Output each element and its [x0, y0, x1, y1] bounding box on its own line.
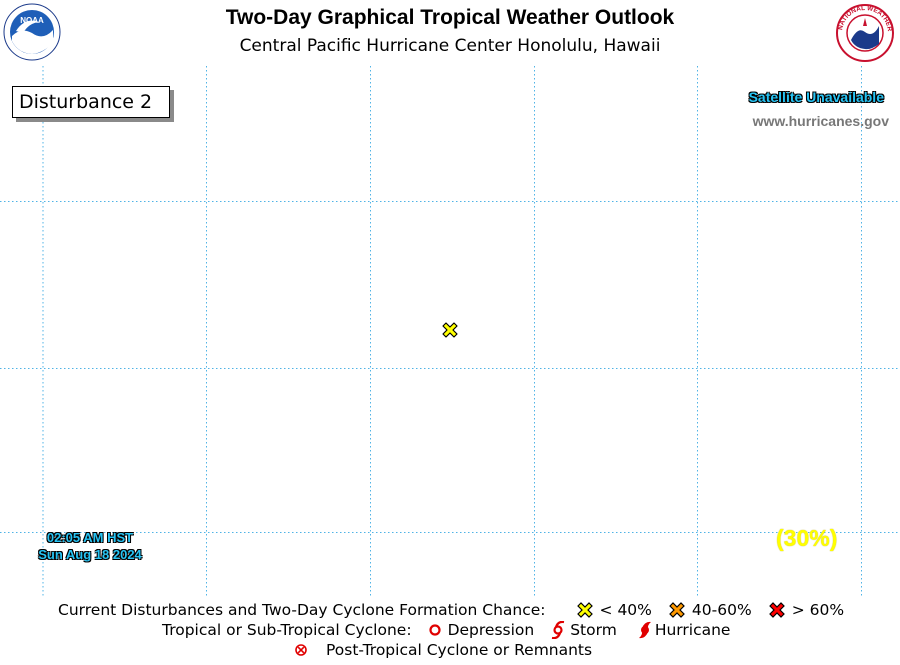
legend-disturbances-label: Current Disturbances and Two-Day Cyclone… [58, 601, 546, 619]
legend-row-post-tropical: Post-Tropical Cyclone or Remnants [294, 641, 592, 659]
timestamp: 02:05 AM HST Sun Aug 18 2024 [20, 529, 160, 563]
page-title: Two-Day Graphical Tropical Weather Outlo… [225, 6, 675, 29]
timestamp-date: Sun Aug 18 2024 [38, 547, 142, 562]
x-low-icon [576, 602, 593, 618]
legend-high-label: > 60% [791, 601, 845, 619]
depression-icon [428, 624, 441, 636]
page-subtitle: Central Pacific Hurricane Center Honolul… [239, 36, 661, 56]
timestamp-time: 02:05 AM HST [46, 530, 134, 545]
map-grid [0, 66, 900, 598]
legend-storm-label: Storm [570, 621, 617, 639]
disturbance-marker [442, 322, 458, 338]
hurricane-icon [638, 621, 651, 639]
x-medium-icon [669, 602, 685, 618]
legend-medium-label: 40-60% [691, 601, 752, 619]
legend-depression-label: Depression [447, 621, 535, 639]
x-high-icon [768, 602, 785, 618]
formation-chance: (30%) [776, 525, 838, 551]
legend-row-disturbances: Current Disturbances and Two-Day Cyclone… [58, 601, 844, 619]
noaa-logo: NOAA [3, 3, 61, 61]
outlook-map [0, 62, 900, 598]
website-link[interactable]: www.hurricanes.gov [752, 113, 889, 129]
legend-post-tropical-label: Post-Tropical Cyclone or Remnants [326, 641, 593, 659]
legend-low-label: < 40% [599, 601, 652, 619]
nws-logo: NATIONAL WEATHER SERVICE [834, 0, 894, 62]
legend: Current Disturbances and Two-Day Cyclone… [0, 598, 900, 665]
legend-hurricane-label: Hurricane [654, 621, 731, 639]
legend-cyclones-label: Tropical or Sub-Tropical Cyclone: [162, 621, 412, 639]
post-tropical-icon [295, 644, 307, 656]
header: NOAA Two-Day Graphical Tropical Weather … [0, 0, 900, 62]
storm-icon [552, 621, 565, 639]
legend-row-cyclones: Tropical or Sub-Tropical Cyclone: Depres… [162, 621, 730, 639]
noaa-logo-text: NOAA [20, 16, 44, 25]
disturbance-label: Disturbance 2 [12, 86, 170, 118]
satellite-status: Satellite Unavailable [748, 89, 884, 105]
